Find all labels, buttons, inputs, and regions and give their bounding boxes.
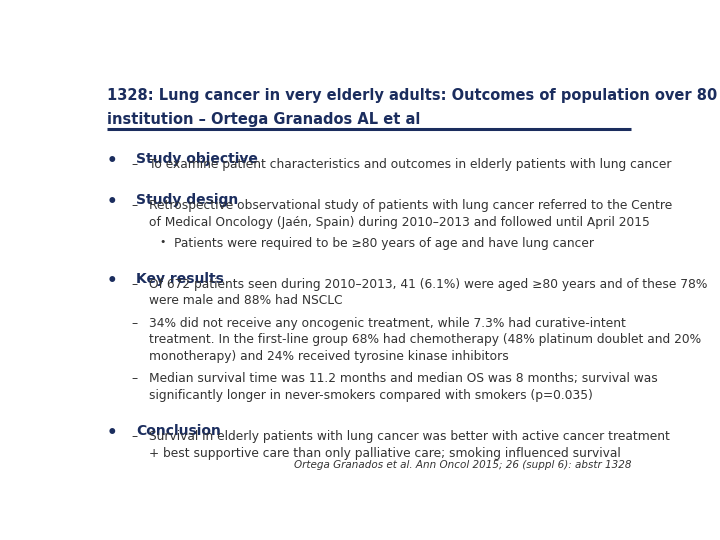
Text: of Medical Oncology (Jaén, Spain) during 2010–2013 and followed until April 2015: of Medical Oncology (Jaén, Spain) during… — [148, 216, 649, 229]
Text: significantly longer in never-smokers compared with smokers (p=0.035): significantly longer in never-smokers co… — [148, 389, 593, 402]
Text: 1328: Lung cancer in very elderly adults: Outcomes of population over 80 in our: 1328: Lung cancer in very elderly adults… — [107, 87, 720, 103]
Text: –: – — [132, 373, 138, 386]
Text: –: – — [132, 317, 138, 330]
Text: •: • — [107, 424, 117, 442]
Text: –: – — [132, 158, 138, 171]
Text: Ortega Granados et al. Ann Oncol 2015; 26 (suppl 6): abstr 1328: Ortega Granados et al. Ann Oncol 2015; 2… — [294, 460, 631, 470]
Text: –: – — [132, 278, 138, 291]
Text: monotherapy) and 24% received tyrosine kinase inhibitors: monotherapy) and 24% received tyrosine k… — [148, 350, 508, 363]
Text: Key results: Key results — [136, 272, 224, 286]
Text: Conclusion: Conclusion — [136, 424, 220, 438]
Text: Patients were required to be ≥80 years of age and have lung cancer: Patients were required to be ≥80 years o… — [174, 237, 594, 249]
Text: institution – Ortega Granados AL et al: institution – Ortega Granados AL et al — [107, 112, 420, 127]
Text: –: – — [132, 199, 138, 212]
Text: Study design: Study design — [136, 193, 238, 207]
Text: –: – — [132, 430, 138, 443]
Text: To examine patient characteristics and outcomes in elderly patients with lung ca: To examine patient characteristics and o… — [148, 158, 671, 171]
Text: Median survival time was 11.2 months and median OS was 8 months; survival was: Median survival time was 11.2 months and… — [148, 373, 657, 386]
Text: were male and 88% had NSCLC: were male and 88% had NSCLC — [148, 294, 342, 307]
Text: treatment. In the first-line group 68% had chemotherapy (48% platinum doublet an: treatment. In the first-line group 68% h… — [148, 333, 701, 346]
Text: •: • — [107, 152, 117, 170]
Text: Retrospective observational study of patients with lung cancer referred to the C: Retrospective observational study of pat… — [148, 199, 672, 212]
Text: + best supportive care than only palliative care; smoking influenced survival: + best supportive care than only palliat… — [148, 447, 621, 460]
Text: •: • — [160, 237, 166, 247]
Text: Study objective: Study objective — [136, 152, 258, 166]
Text: Survival in elderly patients with lung cancer was better with active cancer trea: Survival in elderly patients with lung c… — [148, 430, 670, 443]
Text: •: • — [107, 193, 117, 211]
Text: Of 672 patients seen during 2010–2013, 41 (6.1%) were aged ≥80 years and of thes: Of 672 patients seen during 2010–2013, 4… — [148, 278, 707, 291]
Text: 34% did not receive any oncogenic treatment, while 7.3% had curative-intent: 34% did not receive any oncogenic treatm… — [148, 317, 626, 330]
Text: •: • — [107, 272, 117, 290]
